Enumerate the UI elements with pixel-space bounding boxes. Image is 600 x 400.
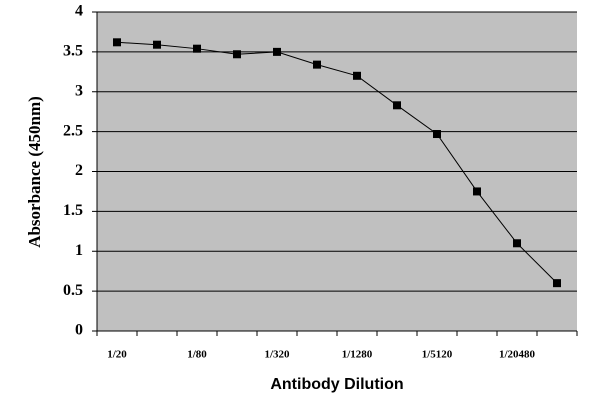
marker [233, 50, 241, 59]
y-tick-label: 2.5 [63, 122, 83, 139]
y-tick-label: 2 [75, 162, 83, 179]
marker [113, 38, 121, 47]
marker [433, 130, 441, 139]
x-tick-label: 1/5120 [422, 349, 453, 361]
marker [153, 40, 161, 49]
y-tick-label: 3 [75, 82, 83, 99]
marker [553, 279, 561, 288]
y-tick-label: 0 [75, 322, 83, 339]
line [116, 41, 558, 284]
marker [353, 71, 361, 80]
marker [193, 44, 201, 53]
marker [513, 239, 521, 248]
y-axis-title: Absorbance (450nm) [25, 96, 44, 248]
x-tick-label: 1/80 [187, 349, 207, 361]
marker [273, 47, 281, 56]
y-tick-label: 4 [75, 3, 83, 20]
marker [313, 60, 321, 69]
marker [393, 101, 401, 110]
y-tick-label: 3.5 [63, 43, 83, 60]
x-tick-label: 1/20 [107, 349, 127, 361]
y-tick-label: 0.5 [63, 282, 83, 299]
marker [473, 187, 481, 196]
x-axis-title: Antibody Dilution [270, 376, 403, 393]
x-tick-label: 1/320 [264, 349, 290, 361]
y-tick-label: 1.5 [63, 202, 83, 219]
x-tick-label: 1/1280 [342, 349, 373, 361]
y-tick-label: 1 [75, 242, 83, 259]
x-tick-label: 1/20480 [499, 349, 536, 361]
